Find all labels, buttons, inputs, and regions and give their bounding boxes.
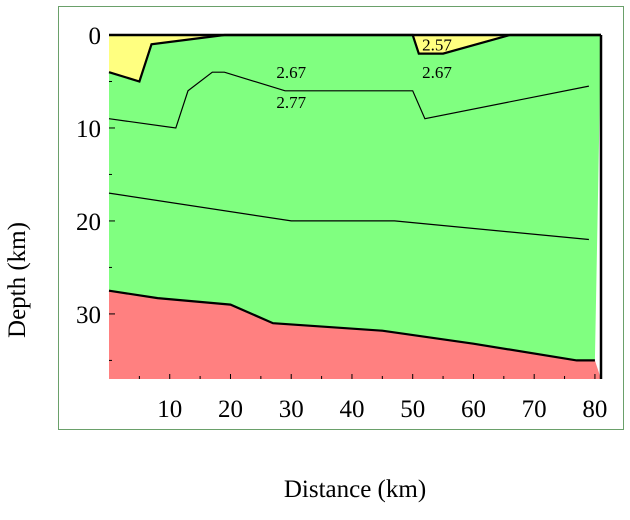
y-tick-label-0: 0	[89, 23, 102, 50]
y-tick-label-30: 30	[76, 302, 101, 329]
contour-label-2: 2.67	[422, 63, 452, 82]
x-tick-label-70: 70	[522, 396, 547, 423]
contour-label-1: 2.57	[422, 35, 452, 54]
y-axis-label: Depth (km)	[4, 222, 31, 338]
x-tick-label-80: 80	[582, 396, 607, 423]
contour-label-3: 2.67	[276, 63, 306, 82]
x-axis-label: Distance (km)	[283, 476, 427, 503]
layer-upper	[109, 35, 601, 82]
y-tick-label-20: 20	[76, 209, 101, 236]
y-tick-label-10: 10	[76, 116, 101, 143]
depth-section-chart: 10 20 30 40 50 60 70 80 0 10 20 30 2.57 2.67 2.67 2.77	[76, 23, 607, 423]
x-tick-label-60: 60	[461, 396, 486, 423]
layer-lower	[109, 290, 601, 379]
x-tick-label-20: 20	[218, 396, 243, 423]
x-tick-label-30: 30	[279, 396, 304, 423]
contour-line-1	[108, 71, 590, 129]
contour-line-2	[108, 192, 589, 241]
layer-boundary-lower	[108, 289, 595, 362]
contour-label-4: 2.77	[276, 93, 306, 112]
x-tick-label-50: 50	[400, 396, 425, 423]
layer-middle	[109, 35, 601, 361]
x-tick-label-40: 40	[339, 396, 364, 423]
chart-frame: 10 20 30 40 50 60 70 80 0 10 20 30 2.57 2.67 2.67 2.77	[58, 6, 624, 430]
x-tick-label-10: 10	[157, 396, 182, 423]
